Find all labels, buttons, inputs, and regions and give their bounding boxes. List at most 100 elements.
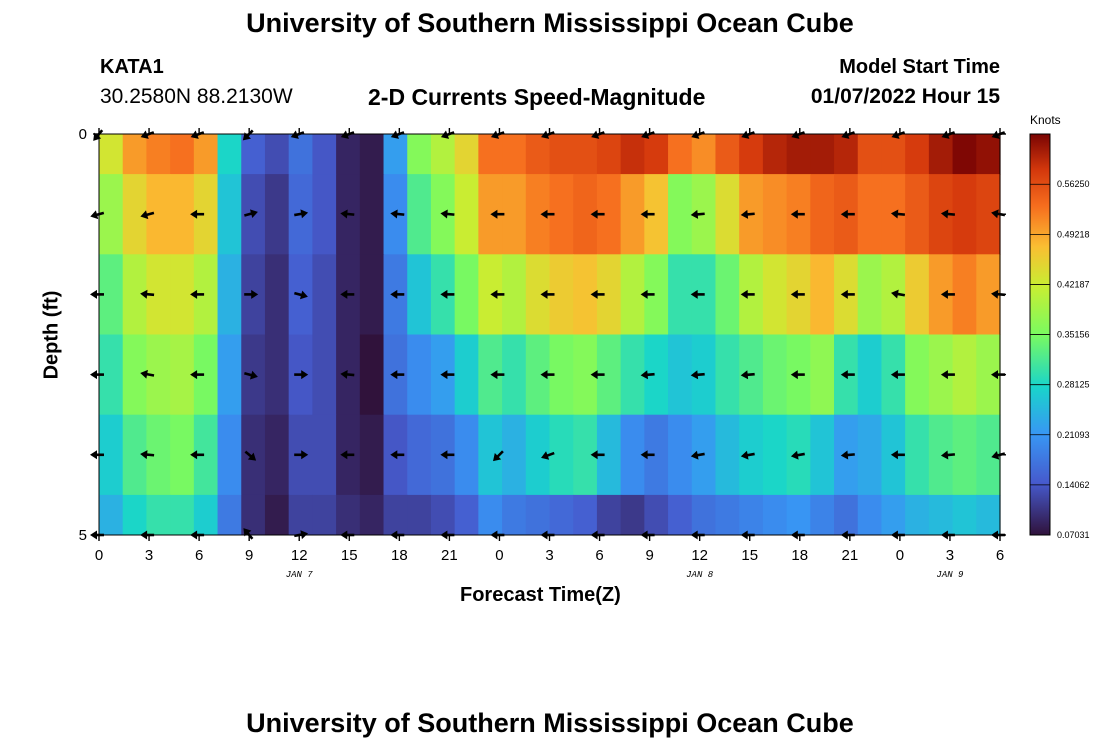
heatmap-cell: [193, 494, 219, 536]
colorbar-tick-label: 0.07031: [1057, 530, 1090, 540]
current-arrow: [940, 209, 955, 219]
heatmap-cell: [762, 134, 788, 175]
x-tick-label: 18: [791, 547, 808, 564]
station-id: KATA1: [100, 56, 164, 78]
heatmap-cell: [928, 494, 954, 536]
current-arrow: [140, 369, 155, 379]
heatmap-cell: [834, 494, 859, 536]
heatmap-cell: [407, 414, 432, 496]
current-arrow: [640, 450, 655, 460]
current-arrow: [490, 289, 505, 299]
heatmap-cell: [454, 414, 479, 496]
current-arrow: [840, 209, 855, 219]
heatmap-cell: [762, 414, 788, 496]
y-tick-label: 0: [79, 126, 87, 143]
heatmap-cell: [312, 334, 337, 416]
page-title: University of Southern Mississippi Ocean…: [246, 8, 854, 38]
heatmap-cell: [264, 254, 290, 335]
heatmap-cell: [264, 174, 290, 255]
heatmap-cell: [762, 334, 788, 416]
x-tick-label: 12: [291, 547, 308, 564]
heatmap-cells: [99, 134, 1001, 536]
heatmap-cell: [952, 334, 977, 416]
heatmap-cell: [762, 174, 788, 255]
colorbar-tick-label: 0.35156: [1057, 330, 1090, 340]
current-arrow: [940, 289, 955, 299]
current-arrow: [140, 450, 155, 460]
colorbar-tick-label: 0.42187: [1057, 279, 1090, 289]
heatmap-cell: [905, 254, 930, 335]
current-arrow: [390, 450, 405, 460]
x-tick-label: 3: [946, 547, 954, 564]
current-arrow: [640, 370, 655, 380]
current-arrow: [940, 370, 955, 380]
colorbar: 0.56250 0.49218 0.42187 0.35156 0.28125 0.210…: [1029, 133, 1090, 540]
heatmap-cell: [336, 134, 361, 175]
heatmap-cell: [217, 414, 242, 496]
heatmap-cell: [407, 334, 432, 416]
colorbar-tick-label: 0.28125: [1057, 380, 1090, 390]
heatmap-cell: [857, 174, 883, 255]
current-arrow: [940, 450, 955, 460]
heatmap-cell: [905, 414, 930, 496]
current-arrow: [390, 370, 405, 380]
heatmap-cell: [573, 494, 598, 536]
heatmap-cell: [668, 174, 693, 255]
heatmap-cell: [99, 134, 124, 175]
heatmap-cell: [739, 494, 764, 536]
heatmap-cell: [288, 134, 313, 175]
heatmap-cell: [691, 494, 717, 536]
heatmap-cell: [596, 494, 622, 536]
heatmap-cell: [786, 494, 811, 536]
heatmap-cell: [407, 494, 432, 536]
heatmap-cell: [620, 174, 645, 255]
heatmap-cell: [834, 134, 859, 175]
heatmap-cell: [264, 334, 290, 416]
heatmap-cell: [952, 414, 977, 496]
heatmap-cell: [857, 134, 883, 175]
current-arrow: [294, 290, 308, 300]
plot-axes: 0 3 6 9 12 15 18 21 0 3 6 9 12 15 18 21 0 3 6 JAN 7 JAN 8 JAN…: [79, 126, 1006, 580]
heatmap-cell: [715, 334, 740, 416]
current-arrow: [740, 450, 755, 460]
current-arrow: [190, 209, 205, 219]
heatmap-cell: [336, 494, 361, 536]
heatmap-cell: [810, 494, 835, 536]
heatmap-cell: [881, 494, 906, 536]
heatmap-cell: [525, 134, 551, 175]
heatmap-cell: [691, 134, 717, 175]
heatmap-cell: [620, 254, 645, 335]
heatmap-cell: [573, 134, 598, 175]
heatmap-cell: [170, 494, 195, 536]
heatmap-cell: [905, 134, 930, 175]
heatmap-cell: [905, 494, 930, 536]
day-label: JAN 9: [936, 570, 964, 580]
heatmap-cell: [170, 414, 195, 496]
next-panel-title: University of Southern Mississippi Ocean…: [246, 708, 854, 738]
chart-title: 2-D Currents Speed-Magnitude: [368, 84, 706, 110]
heatmap-cell: [715, 494, 740, 536]
current-arrow: [890, 370, 905, 380]
x-tick-label: 12: [691, 547, 708, 564]
current-arrow: [540, 370, 555, 380]
heatmap-cell: [170, 134, 195, 175]
current-arrow: [840, 370, 855, 380]
heatmap-cell: [99, 494, 124, 536]
heatmap-cell: [454, 334, 479, 416]
current-arrow: [740, 209, 755, 219]
heatmap-cell: [644, 494, 669, 536]
heatmap-cell: [715, 174, 740, 255]
heatmap-cell: [502, 174, 527, 255]
x-tick-label: 15: [741, 547, 758, 564]
current-arrow: [294, 450, 309, 460]
current-arrow: [244, 370, 258, 380]
current-arrow: [640, 289, 655, 299]
heatmap-cell: [715, 254, 740, 335]
heatmap-cell: [407, 174, 432, 255]
heatmap-cell: [810, 334, 835, 416]
heatmap-cell: [359, 334, 385, 416]
x-tick-label: 0: [495, 547, 503, 564]
heatmap-cell: [217, 134, 242, 175]
x-tick-label: 21: [441, 547, 458, 564]
current-arrow: [640, 209, 655, 219]
